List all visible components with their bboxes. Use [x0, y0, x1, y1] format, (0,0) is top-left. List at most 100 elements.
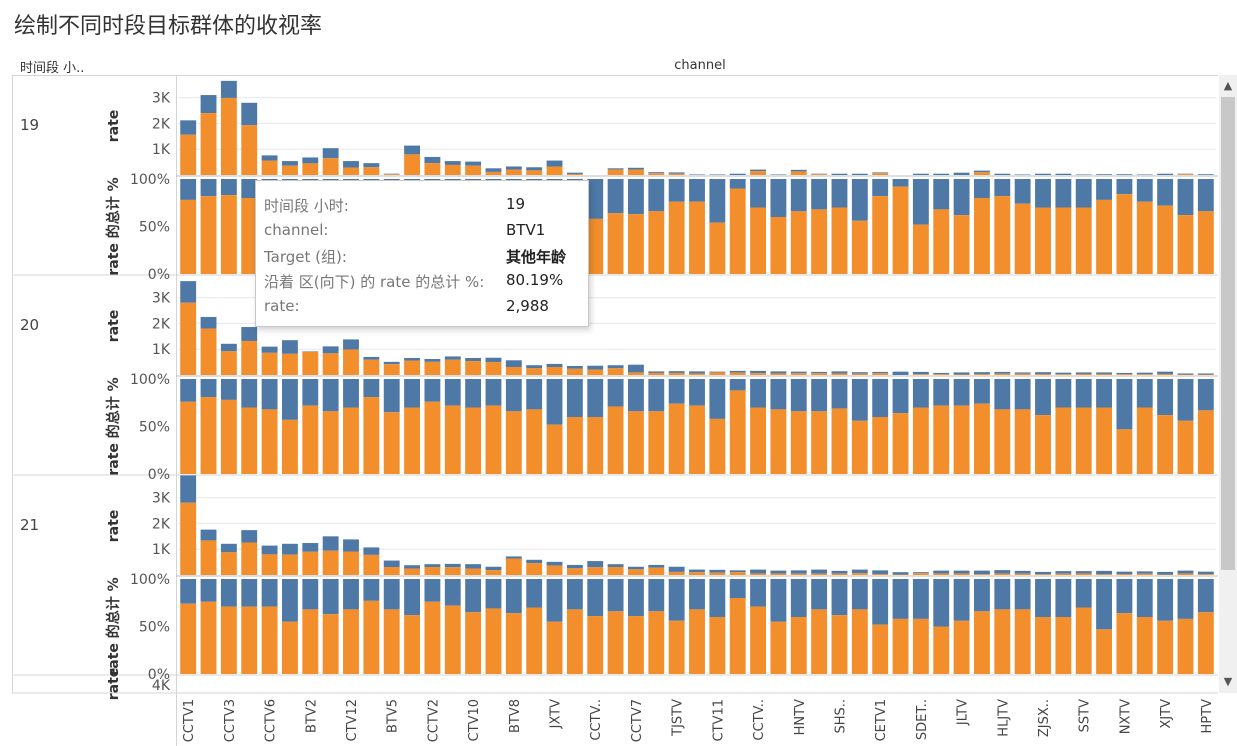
- percent-bar-segment: [974, 403, 990, 474]
- percent-bar-other-segment: [1157, 579, 1174, 621]
- rate-bar-other-segment: [912, 572, 929, 574]
- rate-bar-segment: [343, 551, 359, 575]
- rate-bar-other-segment: [1055, 571, 1072, 574]
- percent-bar-other-segment: [750, 379, 766, 408]
- rate-bar-segment: [811, 573, 828, 575]
- percent-bar-segment: [1055, 407, 1072, 474]
- rate-bar-segment: [180, 134, 197, 175]
- percent-bar-other-segment: [526, 379, 543, 410]
- percent-bar-other-segment: [811, 379, 828, 412]
- rate-bar-other-segment: [322, 148, 339, 159]
- percent-bar-segment: [831, 408, 848, 474]
- rate-bar-other-segment: [526, 365, 543, 369]
- row-dimension-header[interactable]: 时间段 小..: [20, 61, 85, 76]
- percent-bar-segment: [546, 621, 563, 674]
- rate-bar-segment: [648, 173, 665, 175]
- percent-bar-segment: [953, 620, 970, 674]
- percent-bar-segment: [1075, 207, 1092, 274]
- percent-bar-segment: [729, 390, 746, 474]
- percent-bar-segment: [363, 397, 380, 474]
- percent-bar-other-segment: [302, 579, 319, 610]
- rate-bar-other-segment: [465, 357, 482, 362]
- rate-bar-other-segment: [526, 559, 543, 564]
- rate-bar-other-segment: [424, 156, 441, 164]
- rate-bar-segment: [526, 368, 543, 375]
- percent-bar-other-segment: [933, 579, 950, 627]
- rate-bar-segment: [1055, 374, 1072, 375]
- percent-bar-segment: [851, 609, 868, 674]
- percent-bar-segment: [1075, 607, 1092, 674]
- rate-bar-other-segment: [566, 365, 583, 369]
- rate-bar-other-segment: [220, 543, 237, 553]
- rate-bar-other-segment: [689, 371, 705, 374]
- rate-bar-segment: [709, 372, 726, 375]
- percent-bar-segment: [220, 195, 237, 274]
- percent-bar-segment: [1177, 420, 1194, 474]
- percent-bar-other-segment: [282, 379, 298, 420]
- rate-bar-segment: [689, 572, 705, 575]
- rate-bar-segment: [424, 567, 441, 575]
- percent-bar-segment: [872, 196, 889, 274]
- channel-tick-label: BTV8: [508, 699, 523, 733]
- percent-bar-segment: [912, 407, 929, 474]
- percent-bar-segment: [444, 405, 461, 474]
- rate-bar-other-segment: [1096, 372, 1112, 374]
- rate-bar-segment: [322, 158, 339, 175]
- channel-tick-label: BTV5: [386, 699, 401, 733]
- rate-bar-other-segment: [241, 530, 258, 543]
- rate-bar-segment: [444, 359, 461, 375]
- rate-bar-other-segment: [485, 566, 502, 571]
- percent-bar-segment: [1116, 194, 1133, 274]
- percent-bar-other-segment: [689, 379, 705, 406]
- vertical-scrollbar[interactable]: ▲ ▼: [1219, 75, 1237, 693]
- channel-tick-label: CETV1: [874, 699, 889, 741]
- rate-bar-other-segment: [1136, 571, 1153, 574]
- channel-tick-label: CTV10: [467, 699, 482, 741]
- percent-bar-other-segment: [628, 579, 644, 617]
- percent-bar-other-segment: [1177, 579, 1194, 619]
- percent-bar-segment: [200, 196, 217, 274]
- channel-column-header[interactable]: channel: [674, 58, 726, 73]
- rate-bar-other-segment: [546, 363, 563, 368]
- rate-bar-other-segment: [974, 170, 990, 173]
- rate-bar-segment: [933, 374, 950, 375]
- rate-bar-other-segment: [261, 346, 278, 353]
- scroll-thumb[interactable]: [1221, 97, 1235, 570]
- percent-bar-other-segment: [1055, 379, 1072, 408]
- percent-bar-other-segment: [750, 579, 766, 607]
- rate-bar-other-segment: [974, 372, 990, 374]
- rate-bar-segment: [505, 169, 522, 175]
- rate-bar-segment: [302, 351, 319, 375]
- percent-bar-other-segment: [1136, 179, 1153, 202]
- rate-axis-title: rate: [106, 668, 122, 701]
- percent-bar-segment: [750, 606, 766, 674]
- percent-bar-other-segment: [790, 179, 807, 212]
- rate-bar-other-segment: [790, 169, 807, 172]
- scroll-up-arrow-icon[interactable]: ▲: [1223, 79, 1233, 92]
- rate-bar-segment: [363, 359, 380, 375]
- percent-bar-segment: [261, 606, 278, 674]
- rate-bar-other-segment: [1055, 372, 1072, 375]
- percent-bar-other-segment: [770, 179, 787, 217]
- rate-bar-other-segment: [343, 339, 359, 350]
- percent-bar-segment: [668, 201, 685, 274]
- rate-bar-other-segment: [180, 475, 197, 503]
- percent-bar-segment: [811, 209, 828, 274]
- percent-bar-segment: [1096, 629, 1112, 674]
- percent-bar-segment: [404, 615, 420, 674]
- tooltip-value: 2,988: [506, 297, 549, 315]
- percent-bar-other-segment: [383, 379, 400, 413]
- percent-bar-segment: [892, 186, 909, 274]
- rate-bar-other-segment: [912, 173, 929, 175]
- percent-bar-segment: [994, 609, 1011, 674]
- rate-bar-segment: [363, 554, 380, 575]
- percent-bar-other-segment: [261, 579, 278, 607]
- rate-bar-other-segment: [668, 172, 685, 174]
- percent-bar-segment: [587, 417, 604, 474]
- rate-bar-segment: [1075, 573, 1092, 575]
- rate-bar-other-segment: [790, 371, 807, 374]
- scroll-down-arrow-icon[interactable]: ▼: [1223, 675, 1233, 688]
- rate-bar-segment: [282, 353, 298, 375]
- channel-tick-label: HPTV: [1200, 699, 1215, 734]
- rate-bar-other-segment: [607, 564, 624, 568]
